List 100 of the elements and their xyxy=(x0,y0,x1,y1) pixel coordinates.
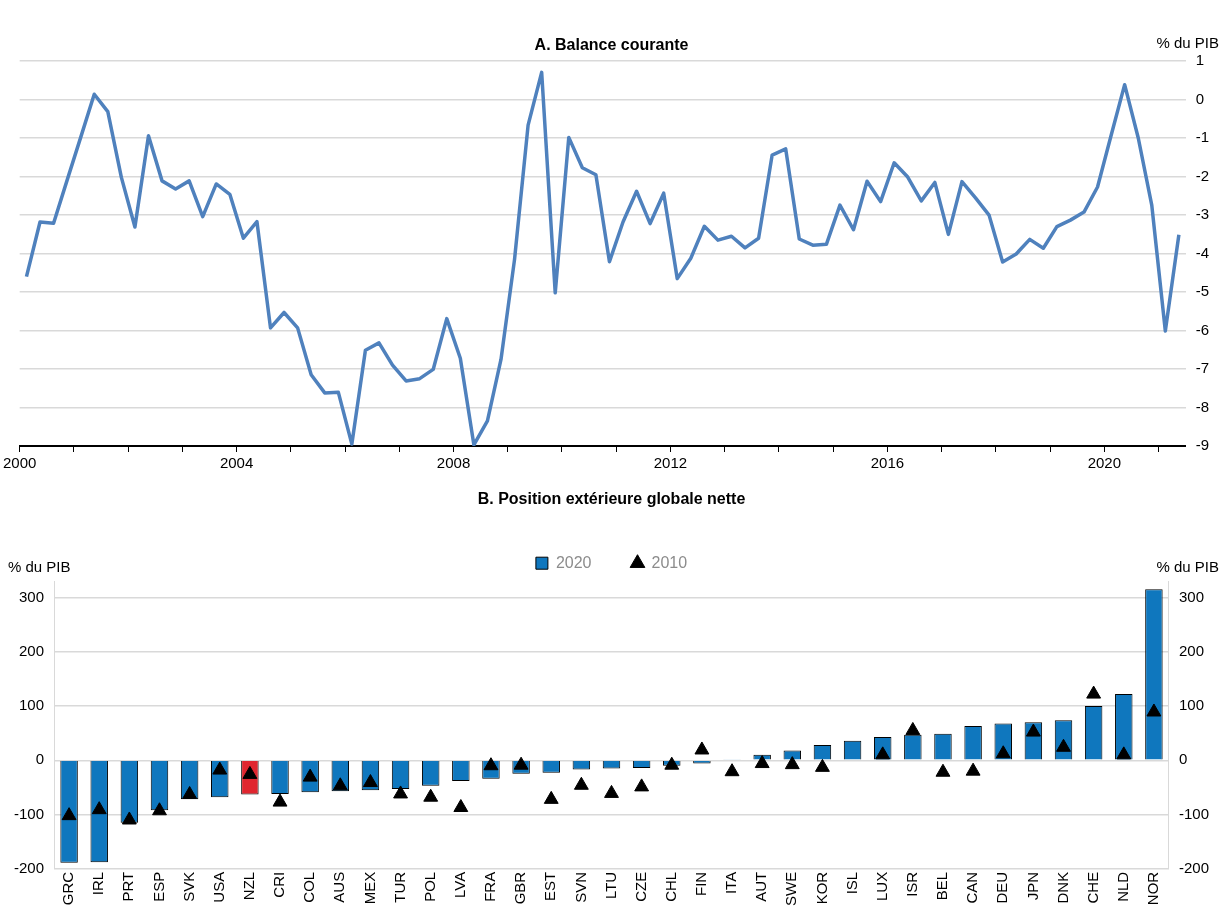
point xyxy=(724,763,740,777)
y-tick-label: 1 xyxy=(1195,51,1205,69)
x-tick-label: 2000 xyxy=(3,454,37,472)
x-tick-label: PRT xyxy=(119,871,137,902)
x-tick-label: SVN xyxy=(571,871,589,903)
point xyxy=(784,756,800,770)
x-tick-label: LVA xyxy=(450,871,468,898)
point xyxy=(965,762,981,776)
point xyxy=(573,776,589,790)
x-tick-label: 2004 xyxy=(219,454,254,472)
x-tick-label: POL xyxy=(420,871,438,902)
x-tick-label: NOR xyxy=(1144,871,1162,906)
point xyxy=(664,756,680,770)
legend-label: 2020 xyxy=(555,553,592,571)
x-tick-label: DEU xyxy=(993,871,1011,904)
point xyxy=(483,757,499,771)
x-tick-label: CZE xyxy=(631,871,649,902)
y-tick-label: -200 xyxy=(13,858,45,876)
x-tick-label: GBR xyxy=(511,871,529,905)
x-tick-label: CHE xyxy=(1083,871,1101,904)
x-tick-label: EST xyxy=(541,871,559,902)
y-tick-label: 0 xyxy=(1195,89,1205,107)
x-tick-label: 2008 xyxy=(436,454,471,472)
x-tick-label: 2012 xyxy=(653,454,688,472)
x-tick-label: FRA xyxy=(481,871,499,902)
y-axis-title: % du PIB xyxy=(8,558,71,576)
point xyxy=(1146,703,1162,717)
x-tick-label: BEL xyxy=(933,871,951,901)
x-tick-label: CRI xyxy=(270,871,288,898)
point xyxy=(815,758,830,772)
point xyxy=(91,801,107,815)
y-tick-label: -1 xyxy=(1195,128,1210,146)
y-tick-label: -7 xyxy=(1195,359,1210,377)
x-tick-label: SVK xyxy=(179,871,197,902)
x-tick-label: CHL xyxy=(661,871,679,902)
x-tick-label: FIN xyxy=(692,871,710,896)
point xyxy=(152,802,167,816)
y-tick-label: -5 xyxy=(1195,282,1210,300)
point xyxy=(754,755,770,769)
x-tick-label: 2016 xyxy=(870,454,905,472)
x-tick-label: MEX xyxy=(360,871,378,905)
x-tick-label: LTU xyxy=(601,871,619,900)
x-tick-label: ISL xyxy=(842,871,860,895)
point xyxy=(1086,685,1102,699)
point xyxy=(634,778,650,792)
x-tick-label: 2020 xyxy=(1087,454,1121,472)
chart-title: A. Balance courante xyxy=(534,36,689,54)
point xyxy=(694,741,710,755)
y-tick-label: -2 xyxy=(1195,166,1210,184)
y-tick-label: -9 xyxy=(1195,436,1210,454)
x-tick-label: ESP xyxy=(149,871,167,902)
point xyxy=(453,799,469,813)
point xyxy=(995,745,1011,759)
x-tick-label: CAN xyxy=(963,871,981,904)
x-tick-label: DNK xyxy=(1053,871,1071,904)
y-tick-label: 300 xyxy=(18,587,45,605)
point xyxy=(272,793,288,807)
y2-axis-title: % du PIB xyxy=(1156,558,1219,576)
point xyxy=(393,785,408,799)
x-tick-label: COL xyxy=(300,871,318,903)
y-tick-label: 0 xyxy=(35,750,45,768)
x-tick-label: SWE xyxy=(782,871,800,906)
y-tick-label: -100 xyxy=(13,804,45,822)
point xyxy=(242,765,258,779)
y-tick-label: -6 xyxy=(1195,320,1210,338)
x-tick-label: LUX xyxy=(872,871,890,902)
point xyxy=(423,788,439,802)
point xyxy=(1116,746,1132,760)
x-tick-label: JPN xyxy=(1023,871,1041,901)
y2-tick-label: 0 xyxy=(1178,750,1188,768)
x-tick-label: USA xyxy=(209,871,227,903)
y-tick-label: -3 xyxy=(1195,205,1210,223)
point xyxy=(121,811,137,825)
point xyxy=(543,790,559,804)
point xyxy=(212,761,228,775)
y-axis-title: % du PIB xyxy=(1156,33,1219,51)
point xyxy=(935,763,951,777)
point xyxy=(61,807,77,821)
x-tick-label: KOR xyxy=(812,871,830,905)
x-tick-label: AUS xyxy=(330,871,348,903)
x-tick-label: ITA xyxy=(722,871,740,895)
point xyxy=(182,785,198,799)
x-tick-label: NZL xyxy=(240,871,258,901)
legend-label: 2010 xyxy=(651,553,688,571)
point xyxy=(604,784,619,798)
x-tick-label: IRL xyxy=(89,871,107,896)
point xyxy=(1025,723,1041,737)
x-tick-label: GRC xyxy=(59,871,77,906)
y-tick-label: 100 xyxy=(18,696,45,714)
x-tick-label: TUR xyxy=(390,871,408,903)
y-tick-label: -4 xyxy=(1195,243,1210,261)
point xyxy=(513,756,529,770)
point xyxy=(302,768,318,782)
x-tick-label: ISR xyxy=(902,871,920,897)
point xyxy=(905,721,921,735)
x-tick-label: NLD xyxy=(1113,871,1131,902)
x-tick-label: AUT xyxy=(752,871,770,902)
y-tick-label: -8 xyxy=(1195,397,1210,415)
chart-title: B. Position extérieure globale nette xyxy=(477,490,746,508)
y-tick-label: 200 xyxy=(18,641,45,659)
